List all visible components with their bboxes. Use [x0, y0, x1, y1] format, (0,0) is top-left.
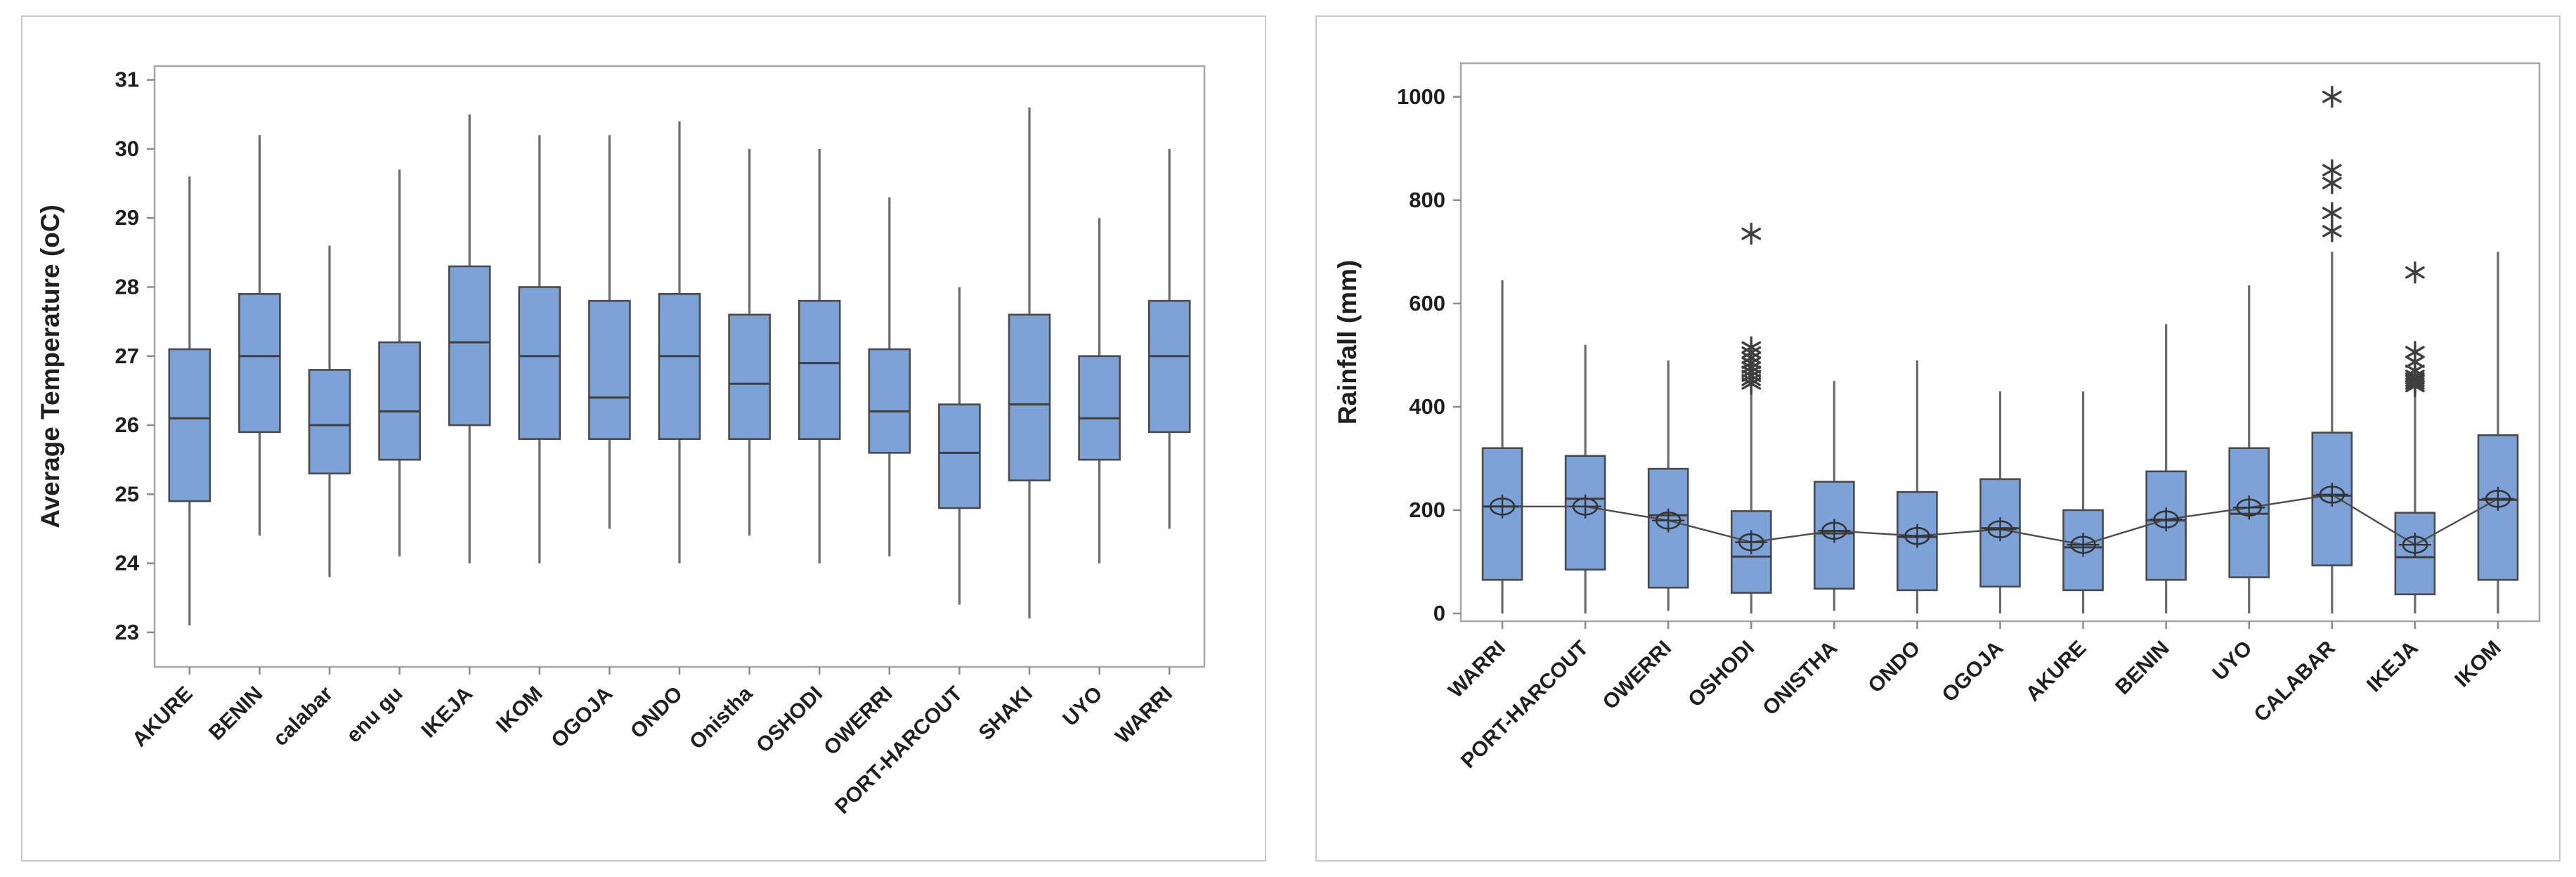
y-tick-label: 24: [115, 551, 140, 576]
x-category-label: BENIN: [2111, 637, 2173, 699]
x-axis: AKURE BENIN calabar enu gu IKEJA IKOM OGOJA OND…: [128, 667, 1177, 819]
x-category-label: ONDO: [626, 682, 687, 743]
mean-marker-WARRI: [1486, 494, 1519, 519]
y-tick-label: 1000: [1397, 84, 1445, 109]
mean-marker-OSHODI: [1735, 530, 1768, 554]
box-OGOJA: [588, 135, 631, 529]
x-category-label: IKOM: [492, 682, 547, 738]
box-enu gu: [378, 169, 421, 557]
mean-marker-OGOJA: [1984, 517, 2017, 542]
x-category-label: PORT-HARCOUT: [831, 682, 967, 819]
x-category-label: enu gu: [342, 682, 408, 748]
x-category-label: IKEJA: [2362, 637, 2423, 697]
x-category-label: OGOJA: [547, 682, 617, 753]
rainfall-boxplot-chart: 0 200 400 600 800 1000 Rainfall (mm): [1333, 62, 2541, 773]
y-tick-label: 0: [1433, 601, 1445, 625]
mean-marker-ONISTHA: [1818, 519, 1851, 543]
box-WARRI: [1147, 148, 1191, 529]
svg-text:Rainfall (mm): Rainfall (mm): [1333, 260, 1362, 424]
box-BENIN: [238, 135, 281, 536]
y-tick-label: 200: [1409, 498, 1445, 522]
rainfall-chart-card: 0 200 400 600 800 1000 Rainfall (mm): [1315, 15, 2561, 862]
x-category-label: UYO: [1058, 682, 1107, 731]
outliers-OSHODI: [1741, 222, 1762, 395]
mean-marker-IKOM: [2481, 486, 2514, 511]
y-tick-label: 25: [115, 481, 139, 506]
outliers-IKEJA: [2405, 261, 2425, 398]
mean-marker-PORT-HARCOUT: [1569, 494, 1602, 519]
box-OWERRI: [868, 197, 911, 557]
box-UYO: [1078, 218, 1121, 564]
x-category-label: OWERRI: [1599, 637, 1677, 715]
outliers-CALABAR: [2322, 86, 2342, 242]
y-tick-label: 31: [115, 67, 139, 92]
box-Onistha: [728, 148, 771, 536]
x-category-label: WARRI: [1111, 682, 1177, 748]
x-category-label: ONDO: [1863, 637, 1925, 698]
mean-markers: [1486, 482, 2514, 557]
x-category-label: BENIN: [204, 682, 267, 745]
y-axis-title: Rainfall (mm): [1333, 260, 1362, 424]
x-category-label: CALABAR: [2250, 636, 2340, 726]
box-IKEJA: [448, 114, 491, 564]
y-axis-title: Average Temperature (oC): [36, 204, 65, 528]
box-SHAKI: [1008, 107, 1051, 619]
y-tick-label: 23: [115, 620, 139, 644]
y-tick-label: 400: [1409, 394, 1445, 419]
y-axis: 0 200 400 600 800 1000: [1397, 84, 1461, 625]
mean-marker-CALABAR: [2315, 482, 2348, 507]
box-IKOM: [518, 135, 561, 564]
y-tick-label: 29: [115, 205, 139, 230]
temperature-boxplot-chart: 23 24 25 26 27 28 29 30 31 Average Temperature (…: [36, 65, 1206, 819]
x-category-label: WARRI: [1444, 637, 1510, 703]
x-category-label: SHAKI: [975, 682, 1037, 745]
mean-marker-OWERRI: [1652, 508, 1685, 533]
x-category-label: ONISTHA: [1759, 637, 1842, 720]
x-category-label: UYO: [2208, 637, 2256, 685]
x-category-label: IKOM: [2450, 637, 2506, 692]
svg-text:Average Temperature (oC): Average Temperature (oC): [36, 204, 65, 528]
y-axis: 23 24 25 26 27 28 29 30 31: [115, 67, 155, 644]
y-tick-label: 26: [115, 412, 139, 437]
box-PORT-HARCOUT: [938, 287, 981, 605]
x-category-label: AKURE: [128, 682, 197, 752]
x-category-label: Onistha: [685, 682, 757, 754]
y-tick-label: 27: [115, 344, 139, 368]
x-category-label: IKEJA: [417, 682, 477, 743]
temperature-chart-card: 23 24 25 26 27 28 29 30 31 Average Temperature (…: [21, 15, 1266, 862]
box-ONDO: [658, 121, 701, 564]
x-category-label: OGOJA: [1937, 637, 2008, 707]
mean-marker-AKURE: [2067, 533, 2100, 557]
box-AKURE: [168, 176, 212, 626]
y-tick-label: 28: [115, 274, 139, 299]
mean-marker-BENIN: [2149, 507, 2183, 532]
y-tick-label: 600: [1409, 291, 1445, 316]
y-tick-label: 800: [1409, 188, 1445, 212]
mean-marker-UYO: [2232, 495, 2265, 520]
mean-marker-ONDO: [1901, 524, 1934, 548]
x-category-label: calabar: [268, 682, 337, 751]
x-category-label: OSHODI: [752, 682, 827, 758]
mean-marker-IKEJA: [2398, 533, 2431, 557]
x-category-label: AKURE: [2022, 637, 2091, 706]
box-calabar: [308, 245, 351, 578]
x-category-label: OSHODI: [1684, 637, 1759, 712]
box-OSHODI: [798, 148, 841, 564]
y-tick-label: 30: [115, 136, 139, 161]
